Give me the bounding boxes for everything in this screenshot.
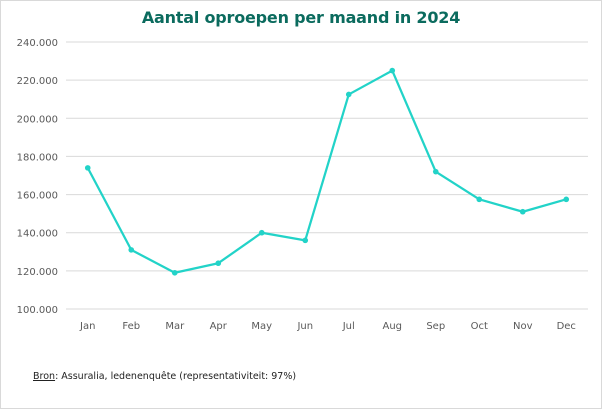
- data-point: [476, 196, 483, 203]
- x-tick-label: Nov: [513, 321, 533, 332]
- y-tick-label: 180.000: [17, 152, 58, 163]
- data-point: [345, 91, 352, 98]
- data-point: [215, 260, 222, 267]
- chart-title: Aantal oproepen per maand in 2024: [141, 8, 461, 27]
- y-tick-label: 100.000: [17, 305, 58, 316]
- data-point: [519, 208, 526, 215]
- y-tick-label: 140.000: [17, 229, 58, 240]
- y-tick-label: 160.000: [17, 191, 58, 202]
- y-tick-label: 200.000: [17, 114, 58, 125]
- x-tick-label: Oct: [471, 321, 488, 332]
- y-tick-label: 120.000: [17, 267, 58, 278]
- x-tick-label: Dec: [557, 321, 576, 332]
- x-tick-label: Sep: [426, 321, 445, 332]
- x-tick-label: Aug: [382, 321, 402, 332]
- y-tick-label: 240.000: [17, 38, 58, 49]
- y-tick-label: 220.000: [17, 76, 58, 87]
- data-point: [563, 196, 570, 203]
- data-point: [389, 67, 396, 74]
- data-point: [258, 229, 265, 236]
- x-tick-label: Apr: [210, 321, 228, 332]
- data-point: [128, 247, 135, 253]
- x-tick-label: Jul: [342, 321, 355, 332]
- data-point: [171, 269, 178, 276]
- x-tick-label: Jan: [79, 321, 95, 332]
- x-tick-label: Feb: [122, 321, 140, 332]
- x-tick-label: Mar: [165, 321, 185, 332]
- data-point: [302, 237, 309, 244]
- source-text: : Assuralia, ledenenquête (representativ…: [55, 371, 297, 382]
- source-note: Bron: Assuralia, ledenenquête (represent…: [33, 371, 296, 382]
- source-label: Bron: [33, 371, 56, 382]
- data-point: [84, 165, 91, 171]
- x-tick-label: May: [251, 321, 272, 332]
- series-line: [86, 69, 568, 274]
- x-tick-label: Jun: [296, 321, 313, 332]
- data-point: [432, 168, 439, 175]
